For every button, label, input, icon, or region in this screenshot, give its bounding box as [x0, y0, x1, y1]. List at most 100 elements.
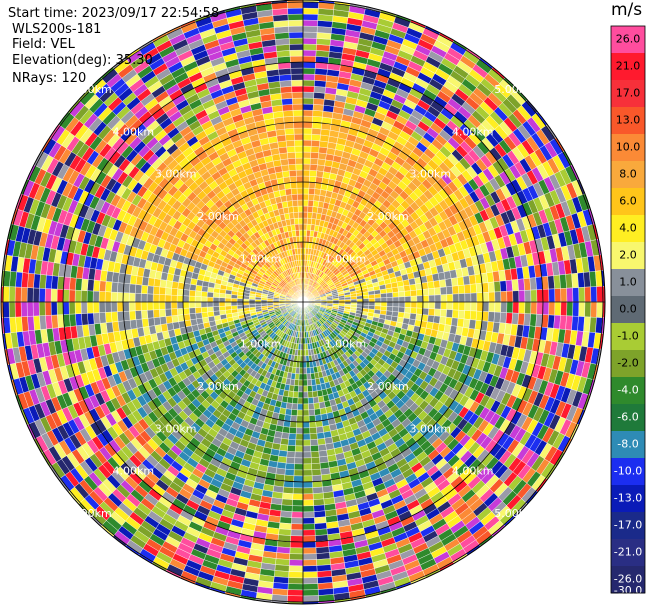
velocity-gate: [183, 307, 190, 315]
velocity-gate: [311, 468, 322, 476]
velocity-gate: [302, 577, 318, 585]
velocity-gate: [147, 285, 154, 295]
velocity-gate: [302, 595, 319, 603]
velocity-gate: [494, 291, 502, 303]
velocity-gate: [302, 379, 308, 387]
velocity-gate: [313, 498, 325, 506]
velocity-gate: [206, 291, 214, 298]
velocity-gate: [302, 415, 310, 423]
velocity-gate: [302, 451, 312, 459]
velocity-gate: [45, 274, 53, 289]
velocity-gate: [287, 439, 296, 446]
velocity-gate: [306, 217, 312, 225]
velocity-gate: [129, 310, 137, 321]
velocity-gate: [39, 274, 47, 289]
velocity-gate: [428, 288, 435, 296]
velocity-gate: [292, 493, 304, 501]
velocity-gate: [141, 310, 149, 320]
velocity-gate: [307, 205, 314, 213]
velocity-gate: [445, 316, 453, 326]
velocity-gate: [305, 349, 309, 357]
velocity-gate: [368, 294, 376, 299]
velocity-gate: [524, 289, 532, 303]
velocity-gate: [464, 301, 472, 311]
velocity-gate: [379, 288, 387, 294]
velocity-gate: [285, 462, 295, 470]
velocity-gate: [309, 421, 317, 428]
velocity-gate: [275, 552, 290, 560]
velocity-gate: [75, 313, 83, 326]
velocity-gate: [146, 301, 154, 311]
velocity-gate: [470, 292, 478, 303]
velocity-gate: [452, 301, 460, 311]
velocity-gate: [313, 504, 326, 512]
velocity-gate: [20, 301, 28, 317]
velocity-gate: [296, 409, 304, 417]
velocity-gate: [584, 301, 592, 318]
velocity-gate: [104, 291, 112, 303]
velocity-gate: [312, 390, 319, 398]
velocity-gate: [298, 379, 304, 387]
velocity-gate: [302, 211, 308, 219]
velocity-gate: [302, 49, 317, 57]
velocity-gate: [311, 128, 322, 136]
velocity-gate: [171, 308, 178, 316]
velocity-gate: [302, 373, 308, 381]
velocity-gate: [404, 307, 412, 314]
velocity-gate: [218, 297, 226, 303]
velocity-gate: [278, 450, 288, 458]
velocity-gate: [201, 311, 209, 319]
velocity-gate: [285, 408, 292, 416]
velocity-gate: [302, 109, 314, 117]
velocity-gate: [439, 279, 447, 288]
velocity-gate: [476, 292, 484, 303]
velocity-gate: [219, 310, 227, 316]
velocity-gate: [289, 541, 304, 549]
velocity-gate: [566, 301, 574, 317]
velocity-gate: [230, 301, 238, 306]
velocity-gate: [305, 361, 311, 369]
velocity-gate: [292, 397, 299, 405]
velocity-gate: [392, 296, 400, 303]
velocity-gate: [141, 284, 149, 294]
velocity-gate: [128, 292, 136, 303]
velocity-gate: [86, 290, 94, 303]
velocity-gate: [230, 305, 238, 310]
velocity-gate: [302, 169, 311, 177]
velocity-gate: [242, 304, 250, 309]
velocity-gate: [428, 294, 436, 303]
velocity-gate: [146, 293, 154, 303]
velocity-gate: [289, 427, 297, 434]
velocity-gate: [476, 301, 484, 312]
velocity-gate: [302, 583, 319, 591]
velocity-gate: [279, 444, 289, 452]
velocity-gate: [302, 361, 307, 369]
velocity-gate: [147, 317, 155, 327]
velocity-gate: [44, 288, 52, 303]
velocity-gate: [416, 295, 424, 303]
velocity-gate: [313, 402, 321, 410]
velocity-gate: [128, 301, 136, 312]
velocity-gate: [302, 463, 312, 471]
velocity-gate: [318, 450, 328, 458]
velocity-gate: [302, 385, 308, 393]
velocity-gate: [212, 301, 220, 307]
velocity-gate: [80, 301, 88, 314]
velocity-gate: [317, 438, 326, 446]
velocity-gate: [374, 301, 382, 307]
velocity-gate: [517, 278, 525, 291]
velocity-gate: [313, 194, 321, 202]
velocity-gate: [451, 277, 459, 287]
velocity-gate: [289, 547, 304, 555]
velocity-gate: [572, 301, 580, 317]
velocity-gate: [212, 292, 220, 298]
velocity-gate: [38, 288, 46, 303]
velocity-gate: [312, 396, 320, 404]
velocity-gate: [171, 288, 178, 296]
velocity-gate: [416, 307, 423, 315]
velocity-gate: [302, 241, 307, 249]
velocity-gate: [499, 312, 507, 324]
velocity-gate: [295, 427, 304, 435]
velocity-gate: [134, 301, 142, 311]
velocity-gate: [440, 286, 447, 295]
